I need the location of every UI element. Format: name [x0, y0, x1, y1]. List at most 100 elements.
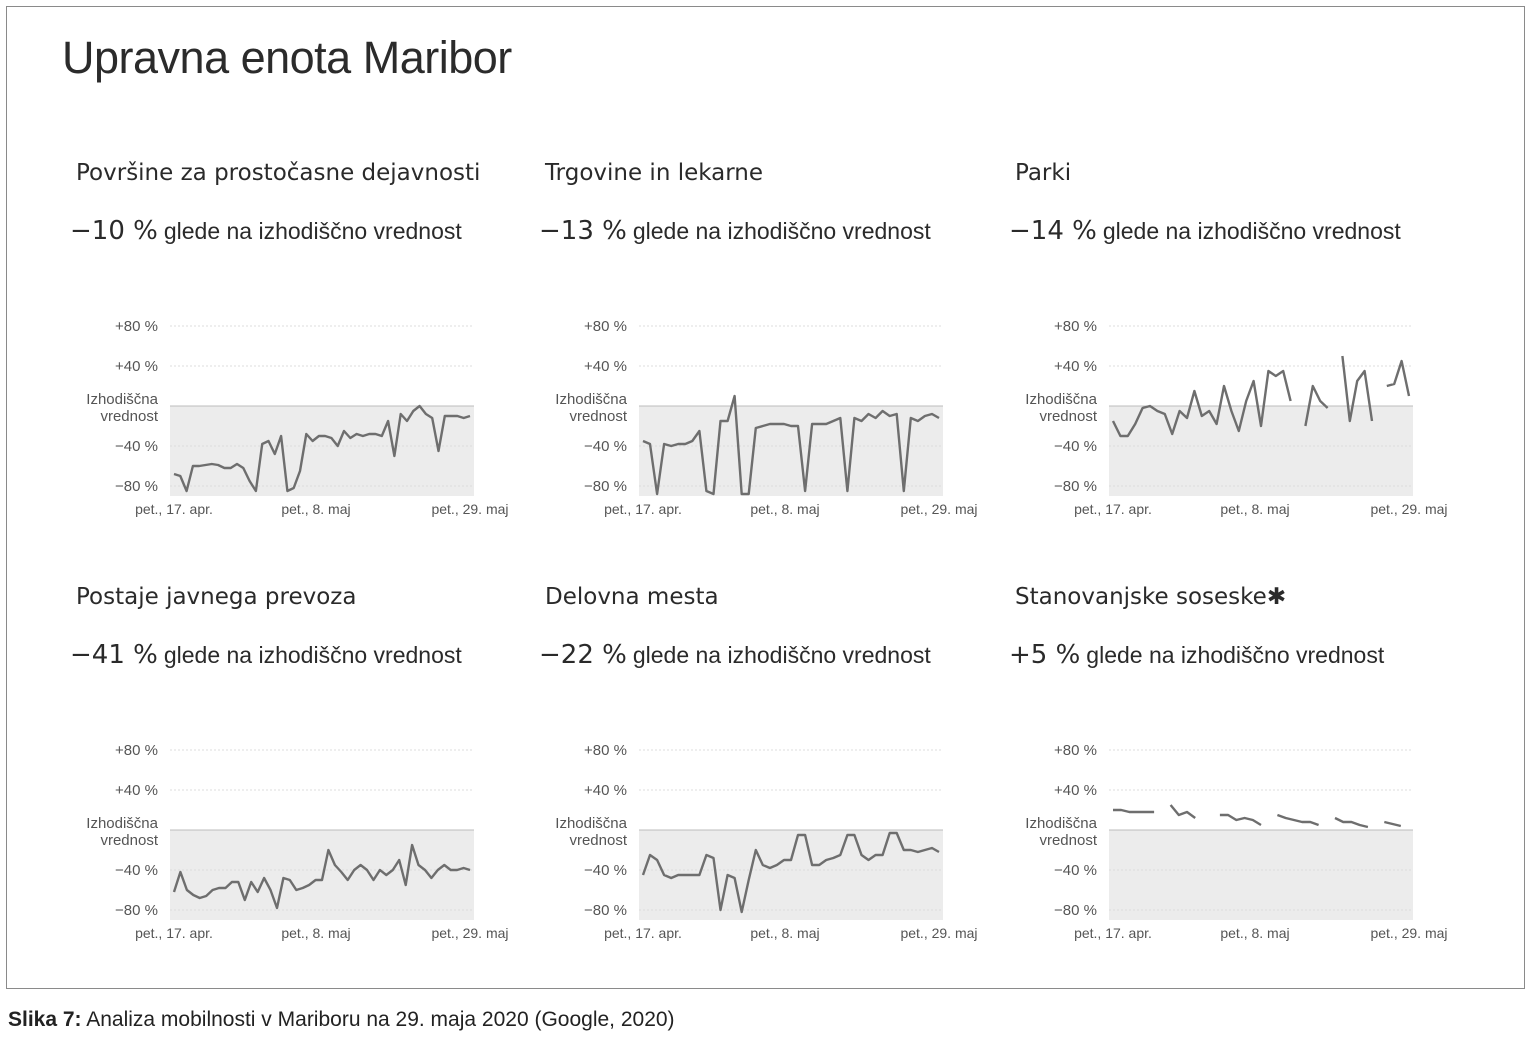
ytick-baseline-1: Izhodiščna [1025, 815, 1097, 832]
xtick-label: pet., 8. maj [750, 925, 819, 941]
ytick-plus40: +40 % [115, 782, 158, 799]
series-line [642, 394, 940, 496]
change-percent: −14 % [1009, 216, 1097, 246]
series-line [1113, 804, 1402, 829]
page-title: Upravna enota Maribor [62, 32, 512, 83]
chart-title: Delovna mesta [545, 584, 719, 610]
xtick-label: pet., 29. maj [1370, 501, 1447, 517]
ytick-plus80: +80 % [584, 318, 627, 335]
chart-panel: Postaje javnega prevoza −41 % glede na izh… [64, 584, 534, 964]
ytick-baseline-1: Izhodiščna [555, 815, 627, 832]
ytick-baseline-2: vrednost [569, 408, 627, 425]
ytick-baseline-2: vrednost [100, 832, 158, 849]
xtick-label: pet., 29. maj [1370, 925, 1447, 941]
xtick-label: pet., 17. apr. [1074, 925, 1152, 941]
change-suffix: glede na izhodiščno vrednost [632, 218, 931, 244]
chart-title: Površine za prostočasne dejavnosti [76, 160, 481, 186]
ytick-plus40: +40 % [1054, 782, 1097, 799]
chart-panel: Parki −14 % glede na izhodiščno vrednost +8… [1003, 160, 1473, 540]
change-percent: −41 % [70, 640, 158, 670]
xtick-label: pet., 17. apr. [135, 925, 213, 941]
xtick-label: pet., 29. maj [431, 501, 508, 517]
baseline-band [639, 406, 943, 496]
xtick-label: pet., 17. apr. [1074, 501, 1152, 517]
chart-panel: Delovna mesta −22 % glede na izhodiščno vr… [533, 584, 1003, 964]
change-suffix: glede na izhodiščno vrednost [163, 218, 462, 244]
series-line [641, 831, 940, 914]
ytick-minus40: −40 % [584, 862, 627, 879]
ytick-plus40: +40 % [115, 358, 158, 375]
chart-panel: Stanovanjske soseske✱ +5 % glede na izhodi… [1003, 584, 1473, 964]
ytick-minus80: −80 % [1054, 478, 1097, 495]
ytick-baseline-1: Izhodiščna [86, 815, 158, 832]
ytick-baseline-1: Izhodiščna [86, 391, 158, 408]
xtick-label: pet., 17. apr. [135, 501, 213, 517]
figure-caption: Slika 7: Analiza mobilnosti v Mariboru n… [8, 1008, 675, 1032]
change-suffix: glede na izhodiščno vrednost [1086, 642, 1385, 668]
change-suffix: glede na izhodiščno vrednost [1102, 218, 1401, 244]
xtick-label: pet., 8. maj [281, 925, 350, 941]
ytick-minus80: −80 % [115, 902, 158, 919]
change-percent: +5 % [1009, 640, 1081, 670]
chart-title: Postaje javnega prevoza [76, 584, 357, 610]
change-percent: −10 % [70, 216, 158, 246]
ytick-minus40: −40 % [115, 438, 158, 455]
change-summary: −10 % glede na izhodiščno vrednost [70, 216, 462, 246]
ytick-plus80: +80 % [1054, 318, 1097, 335]
ytick-plus80: +80 % [584, 742, 627, 759]
asterisk-icon: ✱ [1266, 584, 1287, 610]
xtick-label: pet., 29. maj [900, 925, 977, 941]
xtick-label: pet., 8. maj [281, 501, 350, 517]
ytick-baseline-1: Izhodiščna [1025, 391, 1097, 408]
chart-panel: Trgovine in lekarne −13 % glede na izhodiš… [533, 160, 1003, 540]
ytick-minus40: −40 % [584, 438, 627, 455]
ytick-plus80: +80 % [1054, 742, 1097, 759]
baseline-band [1109, 830, 1413, 920]
chart-panel: Površine za prostočasne dejavnosti −10 % g… [64, 160, 534, 540]
ytick-minus80: −80 % [115, 478, 158, 495]
ytick-minus80: −80 % [1054, 902, 1097, 919]
ytick-plus40: +40 % [584, 782, 627, 799]
figure-frame [6, 6, 1525, 989]
change-suffix: glede na izhodiščno vrednost [163, 642, 462, 668]
change-percent: −13 % [539, 216, 627, 246]
change-summary: −13 % glede na izhodiščno vrednost [539, 216, 931, 246]
chart-title: Trgovine in lekarne [545, 160, 764, 186]
xtick-label: pet., 8. maj [750, 501, 819, 517]
ytick-baseline-1: Izhodiščna [555, 391, 627, 408]
xtick-label: pet., 29. maj [900, 501, 977, 517]
change-summary: +5 % glede na izhodiščno vrednost [1009, 640, 1384, 670]
chart-title: Stanovanjske soseske✱ [1015, 584, 1287, 610]
xtick-label: pet., 17. apr. [604, 501, 682, 517]
xtick-label: pet., 17. apr. [604, 925, 682, 941]
xtick-label: pet., 8. maj [1220, 925, 1289, 941]
ytick-plus80: +80 % [115, 742, 158, 759]
ytick-plus40: +40 % [584, 358, 627, 375]
ytick-baseline-2: vrednost [100, 408, 158, 425]
change-summary: −41 % glede na izhodiščno vrednost [70, 640, 462, 670]
ytick-baseline-2: vrednost [1039, 832, 1097, 849]
ytick-plus80: +80 % [115, 318, 158, 335]
series-line [173, 404, 471, 493]
ytick-minus40: −40 % [1054, 438, 1097, 455]
ytick-minus40: −40 % [1054, 862, 1097, 879]
baseline-band [170, 406, 474, 496]
ytick-minus40: −40 % [115, 862, 158, 879]
ytick-baseline-2: vrednost [1039, 408, 1097, 425]
ytick-plus40: +40 % [1054, 358, 1097, 375]
xtick-label: pet., 29. maj [431, 925, 508, 941]
change-percent: −22 % [539, 640, 627, 670]
change-summary: −14 % glede na izhodiščno vrednost [1009, 216, 1401, 246]
ytick-minus80: −80 % [584, 478, 627, 495]
ytick-minus80: −80 % [584, 902, 627, 919]
change-suffix: glede na izhodiščno vrednost [632, 642, 931, 668]
caption-label: Slika 7: [8, 1008, 82, 1031]
change-summary: −22 % glede na izhodiščno vrednost [539, 640, 931, 670]
xtick-label: pet., 8. maj [1220, 501, 1289, 517]
series-line [1111, 355, 1411, 438]
